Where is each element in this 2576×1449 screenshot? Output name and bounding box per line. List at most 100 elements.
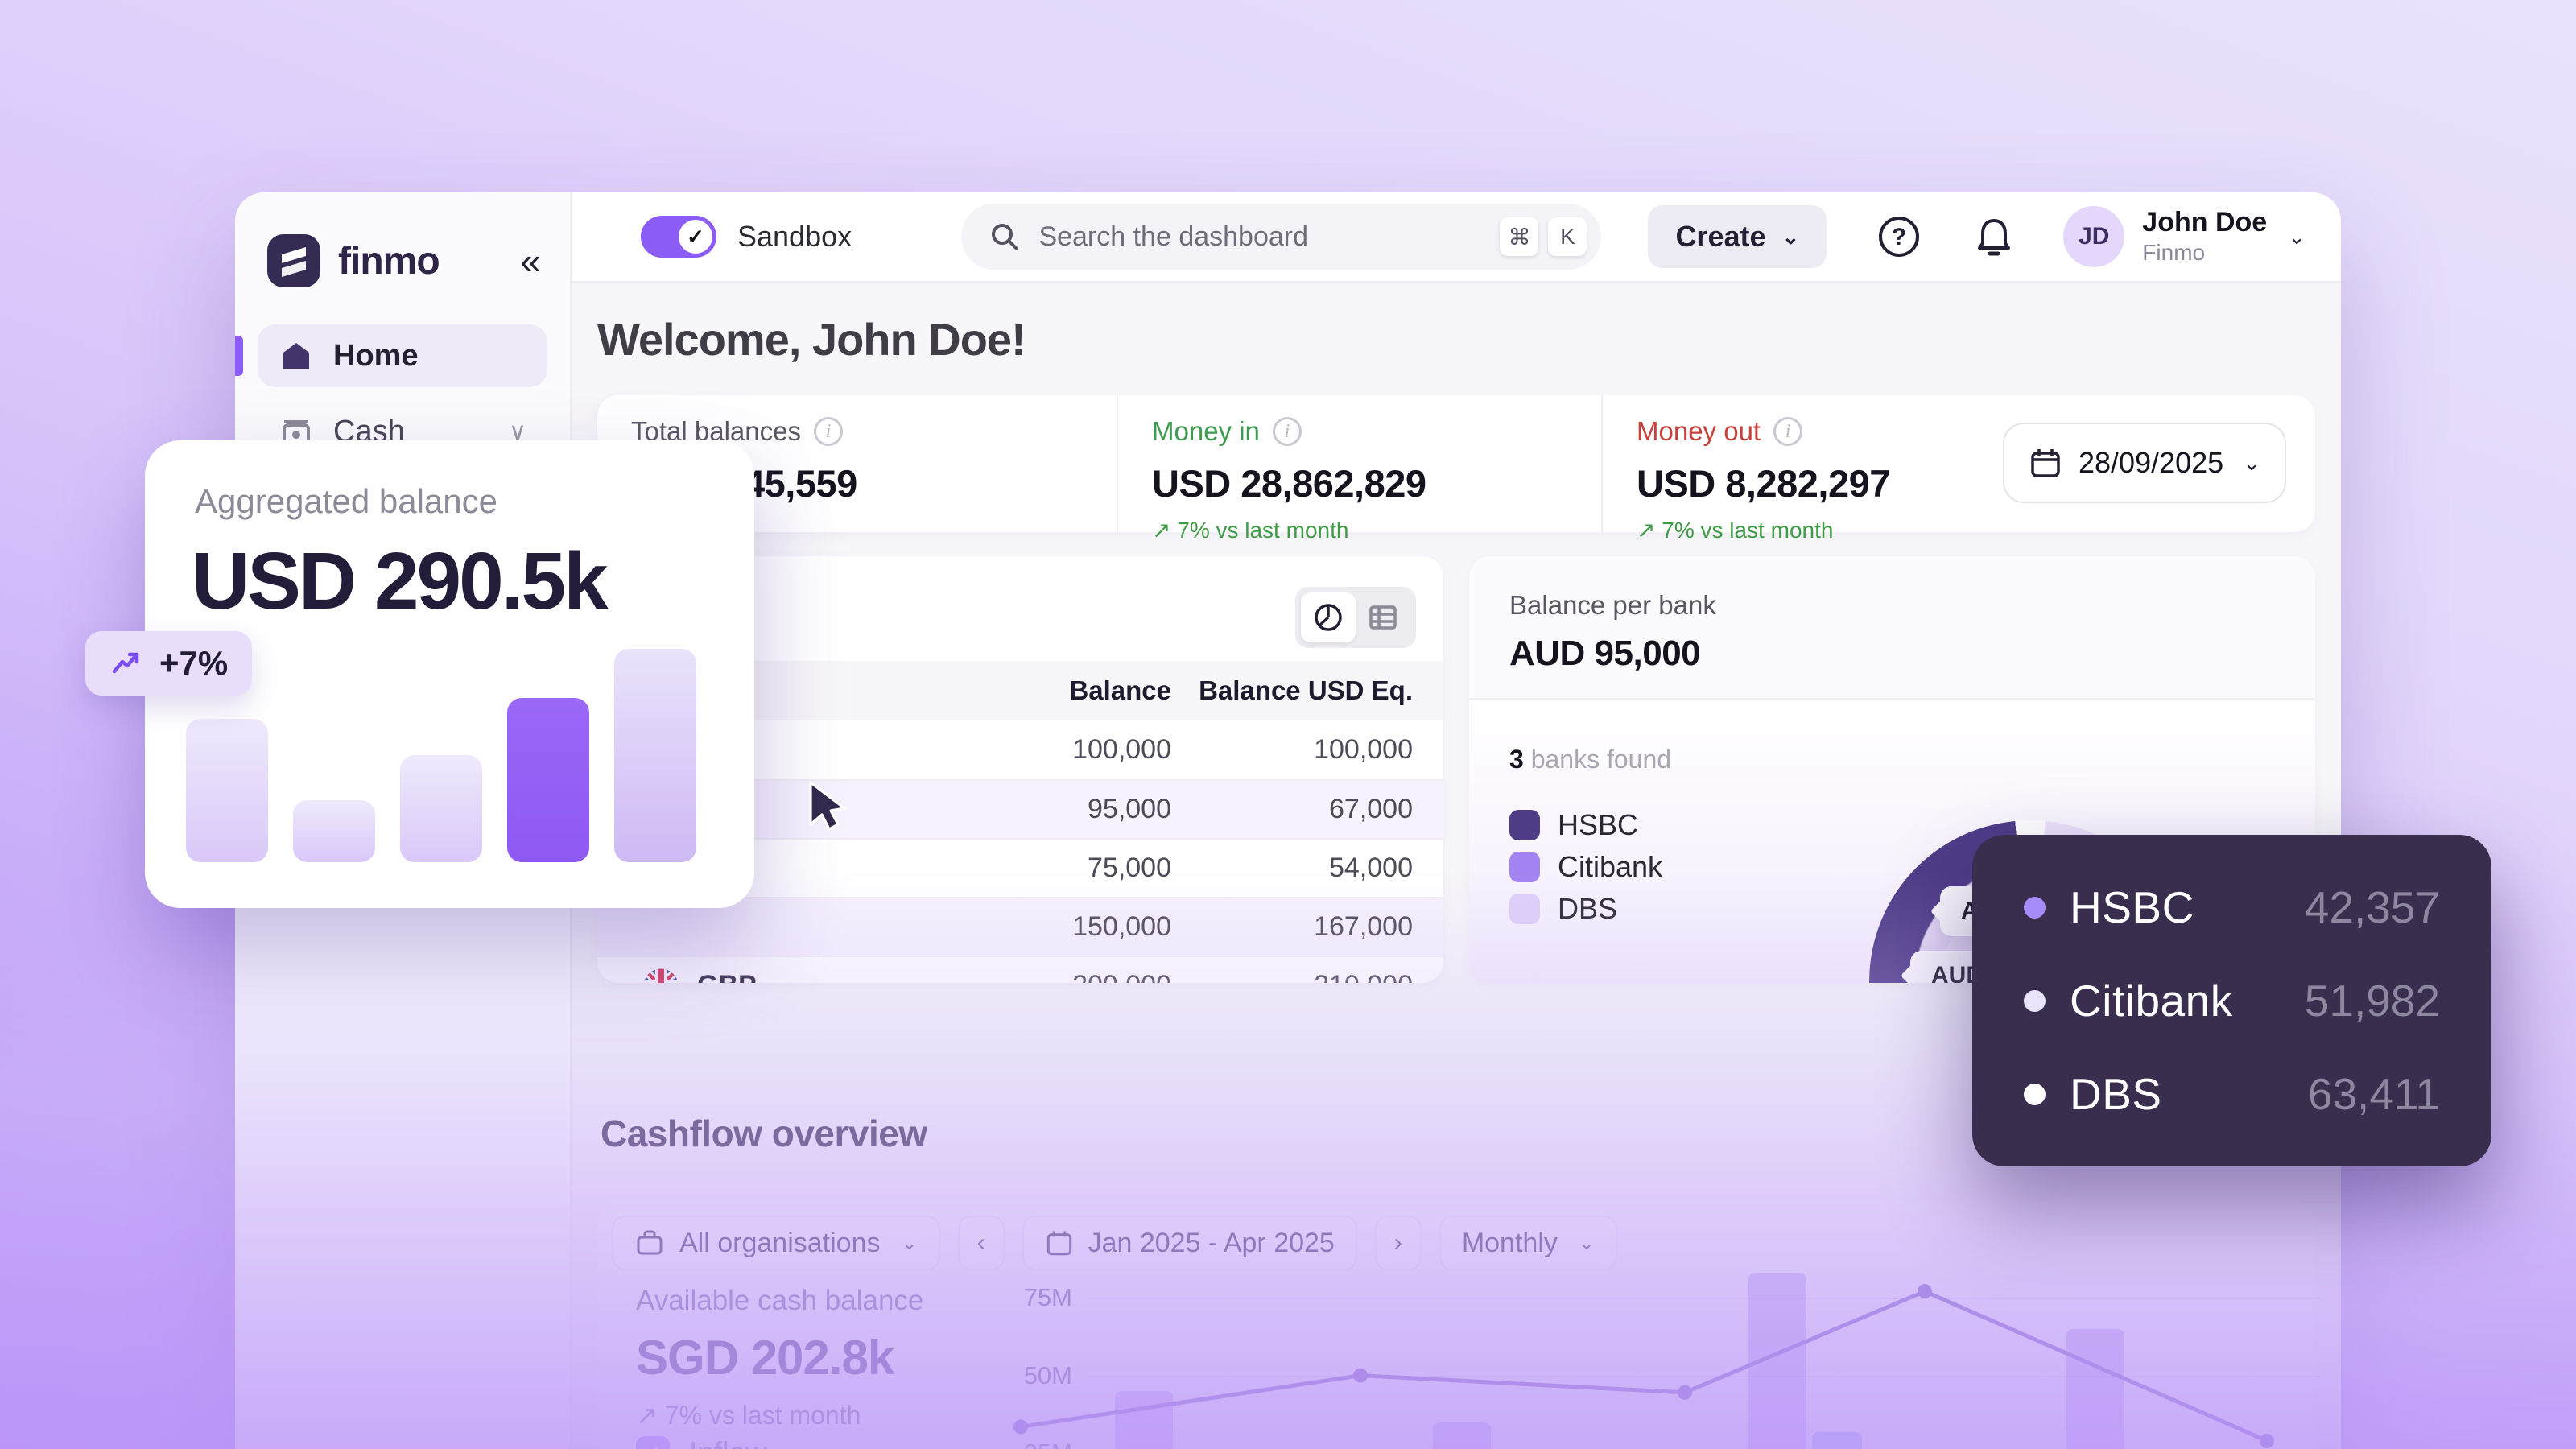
balance-usd-cell: 67,000 (1329, 794, 1413, 824)
user-name: John Doe (2142, 206, 2268, 237)
svg-text:?: ? (1892, 224, 1906, 250)
stat-money-in: Money in i USD 28,862,829 ↗ 7% vs last m… (1117, 395, 1601, 543)
balance-line (1020, 1289, 2268, 1443)
series-checkboxes: ✓Inflow✓Outflow✓Opening & Closing Balanc… (636, 1431, 1054, 1449)
chevron-down-icon: ⌄ (1781, 224, 1800, 249)
briefcase-icon (637, 1230, 663, 1255)
stat-label: Money in (1152, 416, 1260, 446)
checkbox[interactable]: ✓ (636, 1436, 670, 1449)
popup-row: DBS 63,411 (2024, 1068, 2440, 1120)
mini-bar (400, 755, 482, 862)
prev-period-button[interactable]: ‹ (957, 1216, 1005, 1270)
balance-cell: 95,000 (1088, 794, 1171, 824)
create-button[interactable]: Create ⌄ (1648, 205, 1827, 268)
user-menu-chevron-icon[interactable]: ⌄ (2288, 224, 2306, 249)
stat-value: 45,559 (744, 462, 857, 505)
popup-row: Citibank 51,982 (2024, 975, 2440, 1026)
cmd-key: ⌘ (1500, 217, 1539, 256)
pie-chart-icon (1315, 604, 1342, 631)
stat-value: USD 8,282,297 (1637, 462, 1890, 505)
stat-delta: ↗ 7% vs last month (1152, 518, 1349, 543)
sidebar-item-home[interactable]: Home (235, 324, 547, 387)
aggregated-balance-value: USD 290.5k (192, 536, 609, 626)
search-input[interactable]: Search the dashboard ⌘ K (961, 204, 1602, 270)
balance-usd-cell: 210,000 (1171, 970, 1413, 983)
mini-bar (186, 719, 268, 862)
line-point (1013, 1419, 1028, 1435)
line-point (1353, 1368, 1368, 1383)
next-period-button[interactable]: › (1374, 1216, 1422, 1270)
popup-bank-value: 51,982 (2304, 976, 2440, 1026)
chevron-down-icon: ⌄ (2243, 450, 2260, 475)
table-row[interactable]: GBP 200,000210,000 (597, 956, 1443, 983)
bank-card-title: Balance per bank (1509, 590, 1716, 620)
checkbox-label: Inflow (689, 1436, 767, 1449)
calendar-icon (1046, 1231, 1071, 1256)
available-cash-balance: Available cash balance SGD 202.8k ↗ 7% v… (636, 1285, 923, 1430)
sidebar-item-label: Home (333, 338, 419, 373)
user-avatar[interactable]: JD (2063, 206, 2125, 267)
date-range-picker[interactable]: Jan 2025 - Apr 2025 (1022, 1216, 1357, 1270)
search-icon (992, 224, 1019, 250)
topbar: ✓ Sandbox Search the dashboard ⌘ K Creat… (572, 192, 2341, 283)
mini-bar (507, 698, 589, 862)
table-view-segment[interactable] (1356, 592, 1410, 642)
popup-dot-icon (2024, 1083, 2046, 1105)
user-org: Finmo (2142, 240, 2206, 266)
organisations-filter-value: All organisations (679, 1227, 881, 1258)
balance-line-chart (1013, 1284, 2274, 1448)
mini-bar (614, 649, 696, 862)
stat-delta: ↗ 7% vs last month (1637, 518, 1834, 543)
stat-value: USD 28,862,829 (1152, 462, 1426, 505)
balance-cell: 200,000 (922, 970, 1171, 983)
trend-up-icon (112, 652, 139, 674)
mouse-cursor (809, 781, 846, 831)
sidebar-collapse-button[interactable]: « (520, 240, 541, 282)
currency-label: GBP (697, 970, 757, 983)
popup-bank-name: Citibank (2070, 976, 2233, 1026)
cashflow-delta: ↗ 7% vs last month (636, 1401, 861, 1430)
bank-balances-popup: HSBC 42,357 Citibank 51,982 DBS 63,411 (1972, 835, 2491, 1166)
date-value: 28/09/2025 (2079, 446, 2224, 479)
sandbox-toggle[interactable]: ✓ (641, 216, 716, 258)
info-icon[interactable]: i (1773, 417, 1803, 446)
view-toggle (1295, 587, 1416, 648)
popup-bank-name: DBS (2070, 1069, 2162, 1119)
info-icon[interactable]: i (813, 417, 843, 446)
column-header-balance-usd: Balance USD Eq. (1199, 675, 1413, 705)
balance-usd-cell: 100,000 (1314, 734, 1413, 765)
popup-dot-icon (2024, 989, 2046, 1012)
available-cash-value: SGD 202.8k (636, 1331, 894, 1385)
k-key: K (1548, 217, 1587, 256)
mini-bar (293, 800, 375, 862)
page-title: Welcome, John Doe! (597, 314, 1026, 365)
info-icon[interactable]: i (1272, 417, 1302, 446)
cashflow-title: Cashflow overview (601, 1113, 927, 1154)
popup-bank-value: 63,411 (2307, 1069, 2440, 1119)
chart-view-segment[interactable] (1301, 592, 1356, 642)
column-header-balance: Balance (1069, 675, 1171, 705)
finmo-logo-icon (267, 234, 320, 287)
popup-bank-name: HSBC (2070, 882, 2194, 932)
cashflow-card: All organisations ⌄ ‹ Jan 2025 - Apr 202… (597, 1201, 2320, 1449)
brand-name: finmo (338, 239, 440, 283)
bank-card-total: AUD 95,000 (1509, 634, 1701, 673)
available-cash-label: Available cash balance (636, 1285, 924, 1316)
balance-cell: 75,000 (1088, 852, 1171, 883)
stats-card: Total balances i 45,559 Money in i USD 2… (597, 395, 2315, 543)
notifications-bell-icon[interactable] (1971, 214, 2017, 259)
granularity-select[interactable]: Monthly ⌄ (1439, 1216, 1617, 1270)
gbp-flag-icon (643, 968, 679, 983)
bank-card-header: Balance per bank AUD 95,000 (1469, 556, 2315, 700)
help-icon[interactable]: ? (1876, 214, 1922, 259)
cashflow-controls: All organisations ⌄ ‹ Jan 2025 - Apr 202… (612, 1216, 1617, 1270)
chevron-down-icon: ⌄ (1578, 1232, 1595, 1254)
popup-dot-icon (2024, 896, 2046, 919)
growth-badge: +7% (85, 631, 253, 696)
date-picker[interactable]: 28/09/2025 ⌄ (2003, 423, 2286, 503)
toggle-knob: ✓ (679, 220, 712, 254)
line-point (1678, 1385, 1692, 1400)
growth-badge-value: +7% (159, 644, 229, 682)
organisations-filter[interactable]: All organisations ⌄ (612, 1216, 940, 1270)
aggregated-balance-label: Aggregated balance (195, 482, 497, 520)
